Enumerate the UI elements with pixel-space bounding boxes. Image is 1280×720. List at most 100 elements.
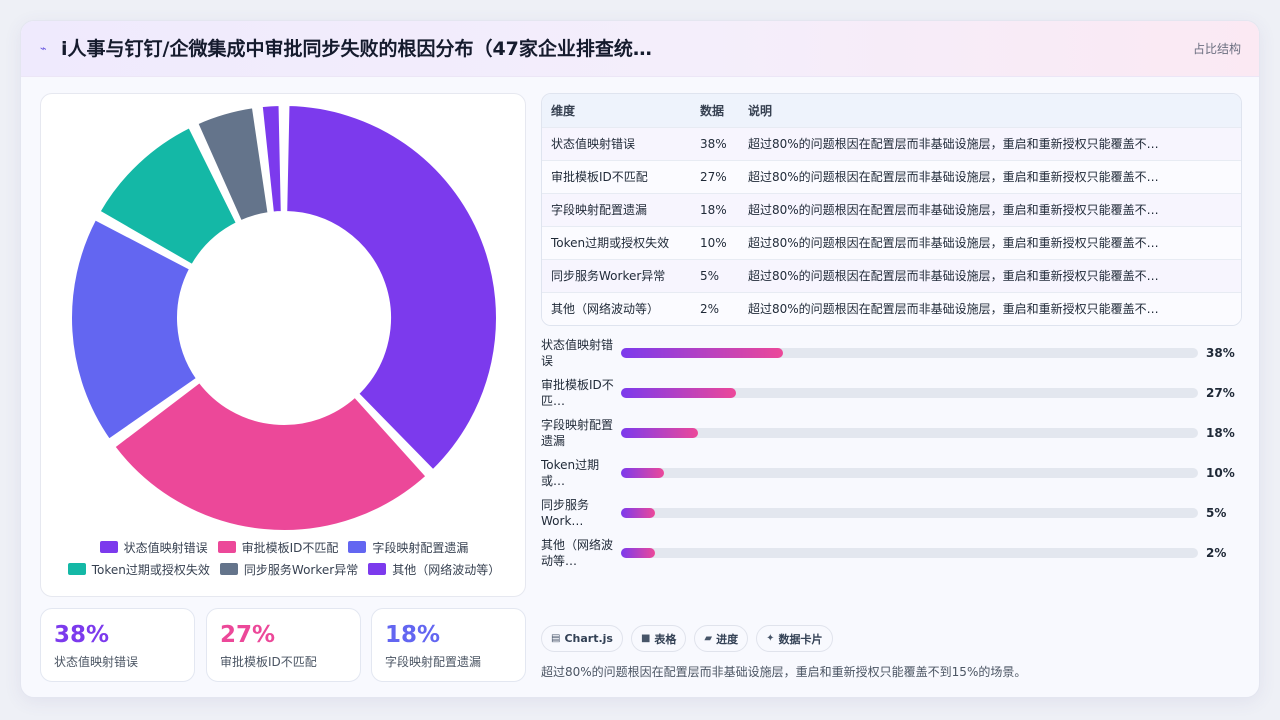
table-cell-value: 10% [700, 235, 727, 250]
legend-item[interactable]: 其他（网络波动等） [368, 561, 500, 578]
view-chip-table[interactable]: ■ 表格 [630, 625, 687, 652]
legend-row: Token过期或授权失效 同步服务Worker异常 其他（网络波动等） [41, 558, 527, 580]
progress-row: 同步服务Work… 5% [541, 497, 1241, 537]
view-chip-sparkle[interactable]: ✦ 数据卡片 [756, 625, 833, 652]
progress-fill [621, 508, 655, 518]
donut-slice-6[interactable] [260, 104, 283, 214]
legend-item[interactable]: 状态值映射错误 [99, 539, 208, 556]
donut-slice-1[interactable] [285, 104, 498, 472]
legend-item[interactable]: 审批模板ID不匹配 [217, 539, 339, 556]
table-header-dimension: 维度 [551, 103, 576, 118]
legend-swatch [368, 563, 387, 575]
chip-label: Chart.js [564, 632, 613, 645]
table-cell-dimension: Token过期或授权失效 [551, 236, 670, 250]
footnote: 超过80%的问题根因在配置层而非基础设施层，重启和重新授权只能覆盖不到15%的场… [541, 665, 1027, 679]
data-table-panel: 维度 数据 说明 状态值映射错误 38% 超过80%的问题根因在配置层而非基础设… [541, 93, 1242, 326]
table-header-row: 维度 数据 说明 [542, 94, 1241, 127]
chart-icon: ▤ [551, 633, 561, 644]
table-cell-dimension: 字段映射配置遗漏 [551, 203, 648, 217]
donut-slice-3[interactable] [70, 217, 199, 441]
progress-track [621, 348, 1198, 358]
report-card: ⌁ i人事与钉钉/企微集成中审批同步失败的根因分布（47家企业排查统… 占比结构… [20, 20, 1260, 698]
table-row: 字段映射配置遗漏 18% 超过80%的问题根因在配置层而非基础设施层，重启和重新… [542, 193, 1241, 226]
donut-chart [70, 104, 498, 532]
progress-fill [621, 428, 698, 438]
table-row: 其他（网络波动等） 2% 超过80%的问题根因在配置层而非基础设施层，重启和重新… [542, 292, 1241, 325]
progress-row: 状态值映射错误 38% [541, 337, 1241, 377]
progress-value: 27% [1206, 386, 1235, 400]
progress-label: 同步服务Work… [541, 498, 590, 528]
table-cell-description: 超过80%的问题根因在配置层而非基础设施层，重启和重新授权只能覆盖不… [748, 236, 1159, 250]
table-row: 同步服务Worker异常 5% 超过80%的问题根因在配置层而非基础设施层，重启… [542, 259, 1241, 292]
donut-slice-4[interactable] [98, 125, 239, 267]
table-header-value: 数据 [700, 103, 725, 118]
sparkle-icon: ✦ [766, 633, 775, 644]
progress-fill [621, 348, 784, 358]
table-cell-description: 超过80%的问题根因在配置层而非基础设施层，重启和重新授权只能覆盖不… [748, 170, 1159, 184]
table-cell-dimension: 其他（网络波动等） [551, 302, 660, 317]
progress-value: 38% [1206, 346, 1235, 360]
chart-type-badge: 占比结构 [1192, 42, 1241, 56]
progress-fill [621, 468, 664, 478]
table-cell-description: 超过80%的问题根因在配置层而非基础设施层，重启和重新授权只能覆盖不… [748, 137, 1159, 151]
legend-swatch [67, 563, 86, 575]
legend-label: 字段映射配置遗漏 [372, 540, 469, 555]
legend-row: 状态值映射错误 审批模板ID不匹配 字段映射配置遗漏 [41, 536, 527, 558]
legend-label: Token过期或授权失效 [91, 562, 210, 577]
card-header: ⌁ i人事与钉钉/企微集成中审批同步失败的根因分布（47家企业排查统… 占比结构 [21, 21, 1259, 77]
progress-value: 10% [1206, 466, 1235, 480]
stat-label: 审批模板ID不匹配 [220, 655, 317, 669]
legend-item[interactable]: Token过期或授权失效 [67, 561, 210, 578]
legend-label: 同步服务Worker异常 [243, 562, 359, 577]
table-header-description: 说明 [748, 103, 773, 118]
trend-line-icon: ⌁ [40, 42, 47, 55]
legend-label: 状态值映射错误 [123, 540, 208, 555]
chip-label: 表格 [654, 632, 677, 646]
stat-card-1: 38% 状态值映射错误 [40, 608, 195, 682]
table-cell-description: 超过80%的问题根因在配置层而非基础设施层，重启和重新授权只能覆盖不… [748, 203, 1159, 217]
progress-label: 审批模板ID不匹… [541, 378, 614, 408]
table-cell-value: 5% [700, 268, 720, 283]
donut-slice-5[interactable] [196, 106, 270, 223]
stat-value: 38% [54, 622, 110, 648]
progress-fill [621, 548, 655, 558]
chip-label: 进度 [716, 632, 739, 646]
page-title: i人事与钉钉/企微集成中审批同步失败的根因分布（47家企业排查统… [61, 38, 652, 60]
progress-label: 状态值映射错误 [541, 338, 614, 368]
progress-value: 18% [1206, 426, 1235, 440]
table-cell-value: 27% [700, 169, 727, 184]
progress-bars: 状态值映射错误 38% 审批模板ID不匹… 27% 字段映射配置遗漏 18% Token过期… [541, 337, 1241, 577]
progress-track [621, 428, 1198, 438]
stat-value: 18% [385, 622, 441, 648]
table-icon: ■ [640, 633, 651, 644]
stat-card-3: 18% 字段映射配置遗漏 [371, 608, 526, 682]
progress-track [621, 508, 1198, 518]
data-table: 维度 数据 说明 状态值映射错误 38% 超过80%的问题根因在配置层而非基础设… [542, 94, 1241, 325]
progress-track [621, 468, 1198, 478]
stat-card-2: 27% 审批模板ID不匹配 [206, 608, 361, 682]
stat-value: 27% [220, 622, 276, 648]
table-row: 状态值映射错误 38% 超过80%的问题根因在配置层而非基础设施层，重启和重新授… [542, 127, 1241, 160]
donut-chart-panel: 状态值映射错误 审批模板ID不匹配 字段映射配置遗漏 Token过期或授权失效 同步服… [40, 93, 526, 597]
progress-track [621, 548, 1198, 558]
view-chip-progress[interactable]: ▰ 进度 [694, 625, 749, 652]
table-cell-description: 超过80%的问题根因在配置层而非基础设施层，重启和重新授权只能覆盖不… [748, 302, 1159, 317]
table-cell-description: 超过80%的问题根因在配置层而非基础设施层，重启和重新授权只能覆盖不… [748, 269, 1159, 283]
donut-slice-2[interactable] [112, 380, 428, 532]
progress-label: Token过期或… [541, 458, 600, 488]
table-cell-dimension: 同步服务Worker异常 [551, 269, 666, 283]
progress-label: 其他（网络波动等… [541, 538, 614, 568]
legend-swatch [348, 541, 367, 553]
progress-fill [621, 388, 737, 398]
stat-label: 字段映射配置遗漏 [385, 655, 482, 669]
legend-label: 审批模板ID不匹配 [241, 540, 339, 555]
progress-icon: ▰ [704, 633, 713, 644]
progress-label: 字段映射配置遗漏 [541, 418, 614, 448]
view-chip-chart[interactable]: ▤ Chart.js [541, 625, 623, 652]
view-toggle-chips: ▤ Chart.js ■ 表格 ▰ 进度 ✦ 数据卡片 [541, 625, 833, 653]
table-row: 审批模板ID不匹配 27% 超过80%的问题根因在配置层而非基础设施层，重启和重… [542, 160, 1241, 193]
table-cell-value: 18% [700, 202, 727, 217]
legend-item[interactable]: 字段映射配置遗漏 [348, 539, 468, 556]
legend-item[interactable]: 同步服务Worker异常 [219, 561, 359, 578]
progress-row: 其他（网络波动等… 2% [541, 537, 1241, 577]
